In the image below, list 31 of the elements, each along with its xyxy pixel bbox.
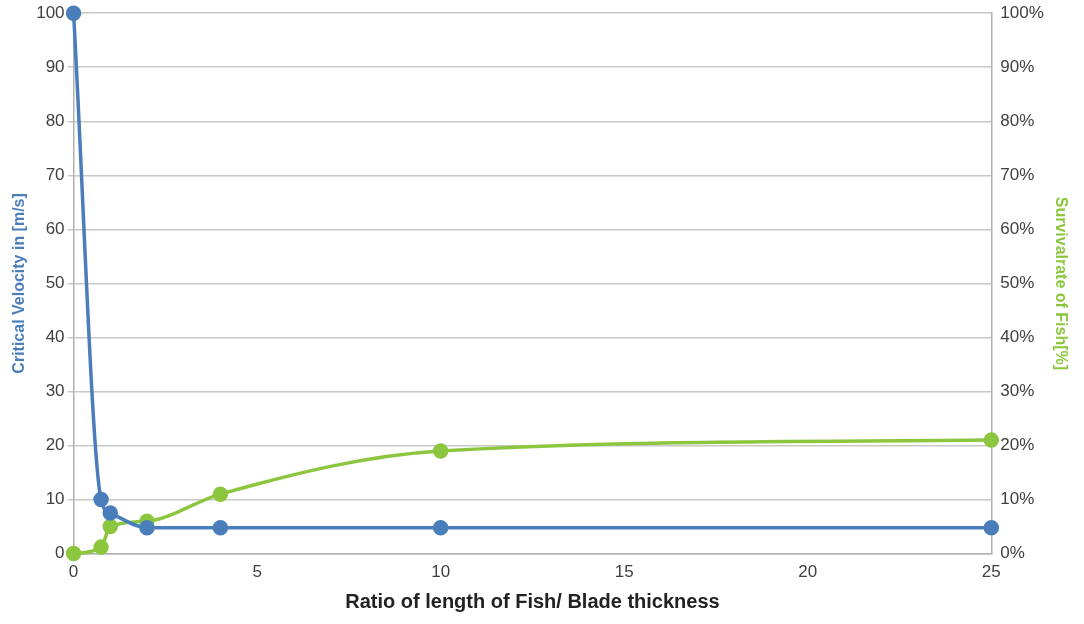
y-tick-label: 70 xyxy=(45,165,65,185)
y2-tick-label: 20% xyxy=(1000,435,1035,455)
x-axis-title: Ratio of length of Fish/ Blade thickness xyxy=(345,589,720,612)
y-tick-label: 40 xyxy=(45,327,65,347)
x-tick-label: 10 xyxy=(431,562,451,582)
y-axis-title: Critical Velocity in [m/s] xyxy=(10,193,28,374)
x-tick-label: 20 xyxy=(798,562,818,582)
y2-tick-label: 100% xyxy=(1000,2,1044,22)
y2-axis-title: Survivalrate of Fish[%] xyxy=(1052,196,1070,371)
y2-tick-label: 60% xyxy=(1000,219,1035,239)
y2-tick-label: 80% xyxy=(1000,110,1035,130)
y-tick-label: 80 xyxy=(45,110,65,130)
y2-tick-label: 0% xyxy=(1000,543,1025,563)
y-tick-label: 10 xyxy=(45,489,65,509)
y2-tick-label: 30% xyxy=(1000,381,1035,401)
y-tick-label: 30 xyxy=(45,381,65,401)
y-tick-label: 0 xyxy=(55,543,65,563)
y2-tick-label: 40% xyxy=(1000,327,1035,347)
x-tick-label: 25 xyxy=(981,562,1001,582)
y2-tick-label: 70% xyxy=(1000,165,1035,185)
x-tick-label: 0 xyxy=(68,562,79,582)
y2-tick-label: 50% xyxy=(1000,273,1035,293)
y2-tick-label: 10% xyxy=(1000,489,1035,509)
y-tick-label: 50 xyxy=(45,273,65,293)
y-tick-label: 90 xyxy=(45,56,65,76)
y-tick-label: 60 xyxy=(45,219,65,239)
y2-tick-label: 90% xyxy=(1000,56,1035,76)
y-tick-label: 100 xyxy=(36,2,65,22)
x-tick-label: 5 xyxy=(252,562,262,582)
x-tick-label: 15 xyxy=(614,562,634,582)
y-tick-label: 20 xyxy=(45,435,65,455)
